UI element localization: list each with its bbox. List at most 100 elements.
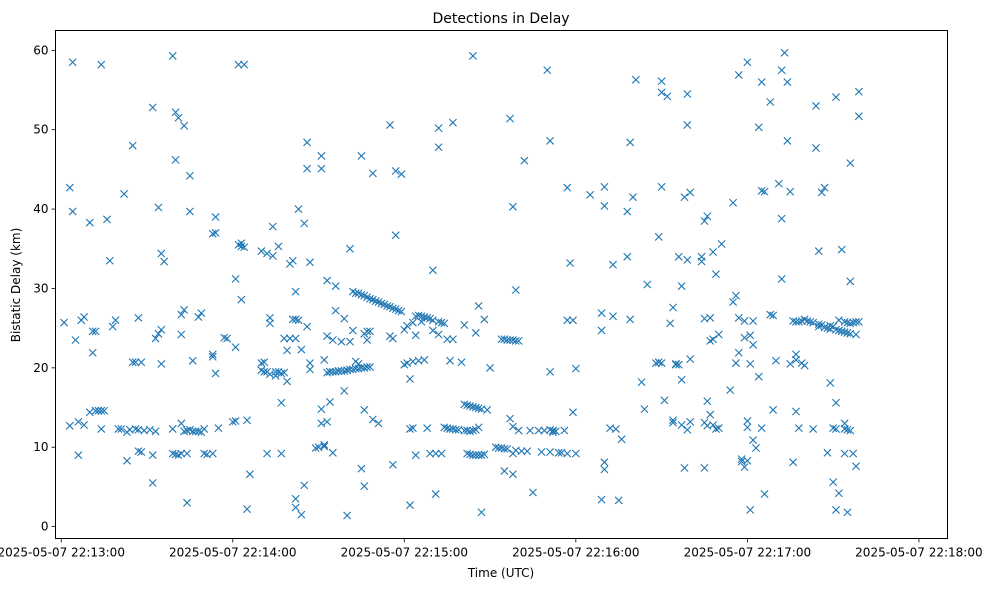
data-point bbox=[97, 424, 106, 433]
data-point bbox=[451, 425, 460, 434]
data-point bbox=[137, 358, 146, 367]
data-point bbox=[571, 364, 580, 373]
data-point bbox=[757, 424, 766, 433]
data-point bbox=[237, 242, 246, 251]
data-point bbox=[277, 449, 286, 458]
data-point bbox=[305, 365, 314, 374]
data-point bbox=[105, 256, 114, 265]
data-point bbox=[508, 202, 517, 211]
data-point bbox=[674, 360, 683, 369]
data-point bbox=[237, 295, 246, 304]
data-point bbox=[211, 369, 220, 378]
data-point bbox=[837, 327, 846, 336]
data-point bbox=[766, 97, 775, 106]
data-point bbox=[171, 155, 180, 164]
data-point bbox=[428, 326, 437, 335]
data-point bbox=[340, 314, 349, 323]
data-point bbox=[703, 397, 712, 406]
data-point bbox=[654, 358, 663, 367]
data-point bbox=[506, 414, 515, 423]
data-point bbox=[411, 451, 420, 460]
data-point bbox=[548, 428, 557, 437]
data-point bbox=[680, 193, 689, 202]
data-point bbox=[434, 124, 443, 133]
data-point bbox=[840, 317, 849, 326]
data-point bbox=[303, 164, 312, 173]
data-point bbox=[102, 215, 111, 224]
data-point bbox=[317, 405, 326, 414]
data-point bbox=[643, 280, 652, 289]
data-point bbox=[832, 505, 840, 514]
data-point bbox=[283, 377, 292, 386]
data-point bbox=[337, 337, 346, 346]
data-point bbox=[834, 326, 843, 335]
data-point bbox=[743, 58, 752, 67]
data-point bbox=[623, 252, 632, 261]
data-point bbox=[200, 424, 209, 433]
data-point bbox=[291, 315, 300, 324]
data-point bbox=[91, 327, 100, 336]
data-point bbox=[657, 359, 666, 368]
data-point bbox=[794, 317, 803, 326]
data-point bbox=[240, 243, 249, 252]
data-point bbox=[368, 415, 377, 424]
data-point bbox=[740, 463, 749, 472]
data-point bbox=[760, 490, 769, 499]
data-point bbox=[74, 451, 83, 460]
x-tick-label: 2025-05-07 22:18:00 bbox=[855, 546, 982, 560]
data-point bbox=[294, 205, 303, 214]
data-point bbox=[365, 294, 374, 303]
y-tick-label: 40 bbox=[33, 202, 48, 216]
data-point bbox=[363, 336, 372, 345]
data-point bbox=[365, 327, 374, 336]
data-point bbox=[157, 359, 166, 368]
data-point bbox=[271, 367, 280, 376]
data-point bbox=[769, 311, 778, 320]
data-point bbox=[228, 417, 237, 426]
data-point bbox=[423, 313, 432, 322]
data-point bbox=[283, 346, 292, 355]
data-point bbox=[826, 378, 835, 387]
data-point bbox=[466, 427, 475, 436]
data-point bbox=[800, 361, 809, 370]
data-point bbox=[122, 456, 131, 465]
data-point bbox=[434, 317, 443, 326]
data-point bbox=[626, 138, 635, 147]
data-point bbox=[168, 424, 177, 433]
data-point bbox=[414, 311, 423, 320]
data-point bbox=[543, 66, 552, 75]
data-point bbox=[208, 352, 217, 361]
data-point bbox=[743, 423, 752, 432]
data-point bbox=[671, 360, 680, 369]
data-point bbox=[428, 316, 437, 325]
data-point bbox=[297, 345, 306, 354]
plot-frame bbox=[55, 30, 948, 539]
data-point bbox=[345, 244, 354, 253]
data-point bbox=[434, 143, 443, 152]
data-point bbox=[809, 318, 818, 327]
data-point bbox=[357, 151, 366, 160]
data-point bbox=[208, 449, 217, 458]
data-point bbox=[168, 449, 177, 458]
data-point bbox=[383, 301, 392, 310]
data-point bbox=[631, 75, 640, 84]
data-point bbox=[503, 336, 512, 345]
data-point bbox=[514, 426, 523, 435]
data-point bbox=[145, 425, 154, 434]
data-point bbox=[757, 78, 766, 87]
y-tick-label: 60 bbox=[33, 43, 48, 57]
data-point bbox=[711, 424, 720, 433]
data-point bbox=[363, 363, 372, 372]
data-point bbox=[749, 317, 758, 326]
data-point bbox=[468, 426, 477, 435]
data-point bbox=[388, 334, 397, 343]
data-point bbox=[666, 319, 675, 328]
data-point bbox=[377, 299, 386, 308]
y-tick-label: 30 bbox=[33, 281, 48, 295]
data-point bbox=[820, 183, 829, 192]
data-point bbox=[420, 313, 429, 322]
plot-area bbox=[55, 30, 948, 539]
data-point bbox=[568, 408, 577, 417]
data-point bbox=[297, 510, 306, 519]
data-point bbox=[320, 355, 329, 364]
